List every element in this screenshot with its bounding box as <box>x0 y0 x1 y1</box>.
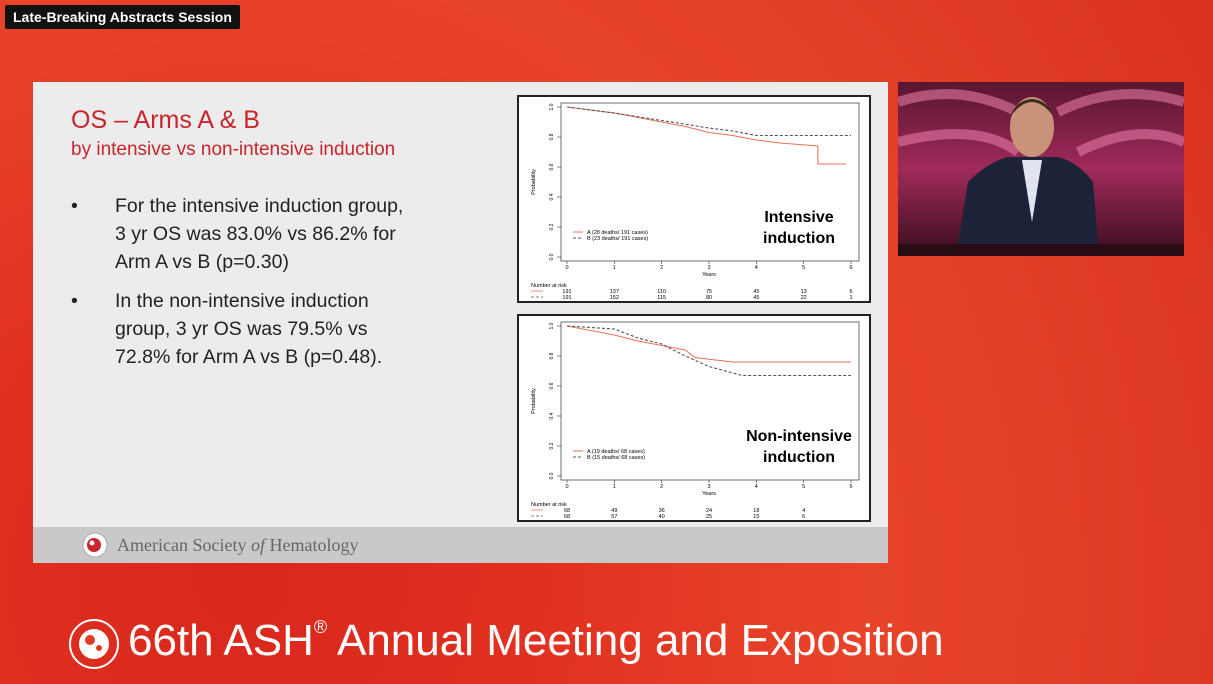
risk-count: 24 <box>706 508 712 514</box>
bullet-text: In the non-intensive induction group, 3 … <box>115 290 383 368</box>
risk-count: 25 <box>706 514 712 520</box>
y-tick-label: 0.0 <box>549 472 555 479</box>
bullet-text: For the intensive induction group, 3 yr … <box>115 195 404 273</box>
slide-title: OS – Arms A & B <box>71 106 260 134</box>
x-axis-label: Years <box>702 491 716 497</box>
y-axis-label: Probability <box>531 169 537 195</box>
chart-annotation: induction <box>763 230 835 247</box>
risk-count: 49 <box>611 508 617 514</box>
risk-count: 40 <box>659 514 665 520</box>
y-tick-label: 0.8 <box>549 133 555 140</box>
y-tick-label: 0.2 <box>549 223 555 230</box>
x-tick-label: 2 <box>660 265 663 271</box>
risk-count: 80 <box>706 295 712 301</box>
risk-count: 13 <box>801 289 807 295</box>
bullet: • In the non-intensive induction group, 3… <box>71 287 415 371</box>
risk-count: 1 <box>849 295 852 301</box>
risk-count: 137 <box>610 289 619 295</box>
speaker <box>898 89 1184 256</box>
y-tick-label: 0.0 <box>549 253 555 260</box>
risk-title: Number at risk <box>531 502 567 508</box>
survival-curve <box>566 106 847 165</box>
risk-count: 68 <box>564 514 570 520</box>
risk-count: 45 <box>753 289 759 295</box>
event-title: 66th ASH® Annual Meeting and Exposition <box>128 616 944 665</box>
risk-count: 68 <box>564 508 570 514</box>
x-tick-label: 3 <box>707 265 710 271</box>
ash-logo <box>82 532 108 558</box>
slide-footer: American Society of Hematology <box>33 527 888 563</box>
y-tick-label: 0.4 <box>549 412 555 419</box>
y-tick-label: 0.6 <box>549 163 555 170</box>
km-chart: 0.0 0.2 0.4 0.6 0.8 1.0 0 1 2 3 4 5 6 Years Probabilit… <box>517 314 871 522</box>
x-tick-label: 4 <box>755 484 758 490</box>
y-axis-label: Probability <box>531 388 537 414</box>
survival-curve <box>566 106 851 137</box>
risk-title: Number at risk <box>531 283 567 289</box>
slide: OS – Arms A & B by intensive vs non-inte… <box>33 82 888 563</box>
x-tick-label: 2 <box>660 484 663 490</box>
survival-curve <box>566 325 851 377</box>
risk-count: 6 <box>802 514 805 520</box>
y-tick-label: 0.6 <box>549 382 555 389</box>
x-tick-label: 4 <box>755 265 758 271</box>
risk-count: 115 <box>657 295 666 301</box>
survival-curve <box>566 325 851 363</box>
km-chart: 0.0 0.2 0.4 0.6 0.8 1.0 0 1 2 3 4 5 6 Years Probabilit… <box>517 95 871 303</box>
y-tick-label: 1.0 <box>549 103 555 110</box>
x-tick-label: 3 <box>707 484 710 490</box>
plot-frame <box>560 102 860 262</box>
risk-count: 36 <box>659 508 665 514</box>
chart-svg: 0.0 0.2 0.4 0.6 0.8 1.0 0 1 2 3 4 5 6 Years Probabilit… <box>531 321 860 520</box>
x-tick-label: 1 <box>613 484 616 490</box>
x-tick-label: 6 <box>849 484 852 490</box>
chart-svg: 0.00.20.40.60.81.00 1 2 3 4 5 6YearsProbabilit… <box>531 102 860 301</box>
legend-label: A (19 deaths/ 68 cases) <box>587 449 645 455</box>
risk-count: 4 <box>802 508 805 514</box>
x-tick-label: 5 <box>802 265 805 271</box>
bullet: • For the intensive induction group, 3 yr… <box>71 192 415 276</box>
y-tick-label: 0.2 <box>549 442 555 449</box>
x-tick-label: 0 <box>565 265 568 271</box>
plot-frame <box>560 321 860 481</box>
session-banner: Late-Breaking Abstracts Session <box>5 5 240 29</box>
x-tick-label: 0 <box>565 484 568 490</box>
risk-count: 45 <box>753 295 759 301</box>
chart-annotation: Non-intensive <box>746 428 852 445</box>
ash-logo <box>69 619 119 669</box>
y-tick-label: 0.8 <box>549 352 555 359</box>
x-tick-label: 6 <box>849 265 852 271</box>
speaker-video <box>898 82 1184 256</box>
legend-label: A (28 deaths/ 191 cases) <box>587 230 648 236</box>
y-tick-label: 0.4 <box>549 193 555 200</box>
slide-subtitle: by intensive vs non-intensive induction <box>71 139 396 160</box>
risk-count: 15 <box>753 514 759 520</box>
risk-count: 110 <box>657 289 666 295</box>
x-tick-label: 5 <box>802 484 805 490</box>
footer-text: American Society of Hematology <box>117 535 359 555</box>
chart-annotation: induction <box>763 449 835 466</box>
risk-count: 6 <box>849 289 852 295</box>
chart-annotation: Intensive <box>764 209 833 226</box>
legend-label: B (23 deaths/ 191 cases) <box>587 236 648 242</box>
y-tick-label: 1.0 <box>549 322 555 329</box>
risk-count: 191 <box>562 289 571 295</box>
legend-label: B (15 deaths/ 68 cases) <box>587 455 645 461</box>
risk-count: 152 <box>610 295 619 301</box>
risk-count: 22 <box>801 295 807 301</box>
x-axis-label: Years <box>702 272 716 278</box>
risk-count: 57 <box>611 514 617 520</box>
risk-count: 75 <box>706 289 712 295</box>
x-tick-label: 1 <box>613 265 616 271</box>
risk-count: 18 <box>753 508 759 514</box>
risk-count: 191 <box>562 295 571 301</box>
